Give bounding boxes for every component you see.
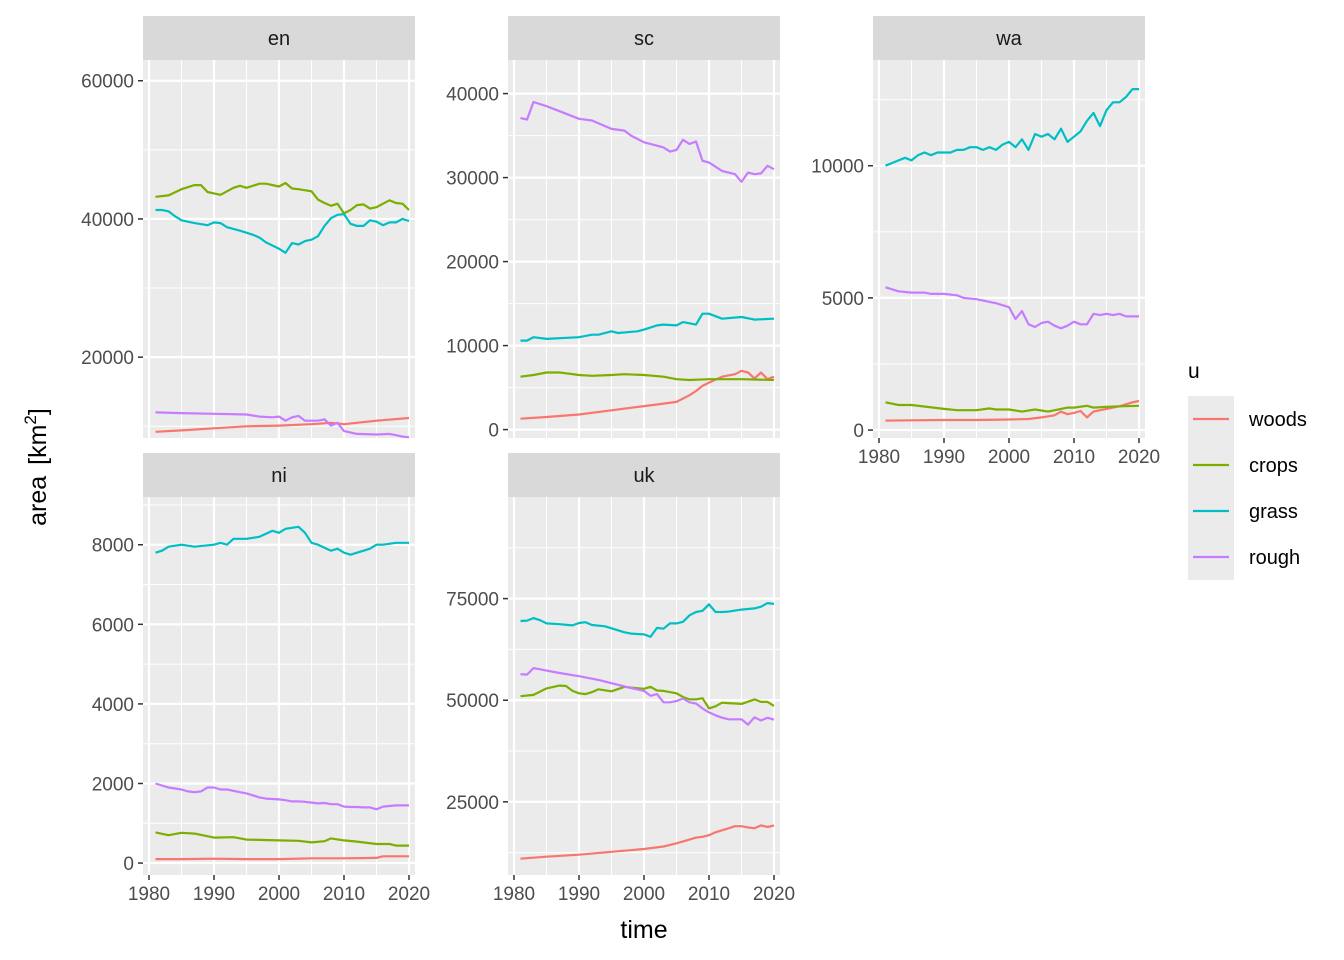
x-tick-label: 1980	[493, 884, 535, 905]
y-axis-title-unit: km	[24, 425, 52, 458]
strip-ni	[143, 453, 415, 497]
x-tick-label: 1990	[558, 884, 600, 905]
strip-uk	[508, 453, 780, 497]
strip-label-wa: wa	[995, 28, 1022, 50]
panels: en200004000060000sc010000200003000040000…	[81, 16, 1160, 905]
svg-text:area [km2]: area [km2]	[21, 408, 52, 526]
y-tick-label: 10000	[811, 157, 864, 178]
legend-item-woods: woods	[1193, 409, 1307, 431]
x-axis-title: time	[620, 916, 667, 944]
series-line-sc-rough	[520, 100, 775, 183]
series-line-wa-grass	[885, 88, 1139, 167]
y-tick-label: 20000	[81, 348, 134, 369]
panel-en: en 20000 40000 60000	[81, 16, 415, 439]
series-line-ni-woods	[155, 855, 409, 861]
x-tick-label: 1990	[193, 884, 235, 905]
series-line-en-rough	[155, 411, 410, 439]
series-line-sc-woods	[520, 369, 775, 420]
y-axis-title-main: area	[24, 476, 52, 526]
series-line-wa-woods	[885, 399, 1140, 422]
series-line-wa-rough	[885, 286, 1139, 330]
legend-label-woods: woods	[1248, 409, 1307, 431]
y-axis-title-bracket-open: [	[24, 458, 52, 465]
x-tick-label: 2020	[388, 884, 430, 905]
strip-label-sc: sc	[634, 28, 654, 50]
y-axis-title: area [km2]	[21, 408, 52, 526]
y-axis-title-exponent: 2	[21, 415, 40, 424]
strip-label-ni: ni	[271, 465, 287, 487]
panel-wa: wa 0 5000 10000 1980 1990 2000 2010 2020	[811, 16, 1160, 468]
panel-uk: uk 25000 50000 75000 1980 1990 2000 2010 2020	[446, 453, 795, 905]
x-tick-label: 2010	[323, 884, 365, 905]
y-tick-label: 0	[123, 854, 134, 875]
legend-key-background	[1188, 396, 1234, 580]
legend-label-crops: crops	[1249, 455, 1298, 477]
legend-title: u	[1188, 360, 1200, 383]
strip-sc	[508, 16, 780, 60]
legend-item-grass: grass	[1193, 501, 1298, 523]
strip-en	[143, 16, 415, 60]
panel-ni: ni 0 2000 4000 6000 8000 1980 1990 2000 2010 2020	[92, 453, 430, 905]
y-tick-label: 8000	[92, 536, 134, 557]
y-tick-label: 25000	[446, 793, 499, 814]
y-tick-label: 4000	[92, 695, 134, 716]
series-line-ni-rough	[155, 782, 409, 811]
x-tick-label: 1980	[858, 447, 900, 468]
x-tick-label: 2010	[1053, 447, 1095, 468]
y-tick-label: 40000	[446, 85, 499, 106]
y-tick-label: 5000	[822, 289, 864, 310]
strip-wa	[873, 16, 1145, 60]
y-axis-title-bracket-close: ]	[24, 408, 52, 415]
x-tick-label: 1990	[923, 447, 965, 468]
series-line-sc-crops	[520, 371, 775, 382]
y-tick-label: 0	[853, 421, 864, 442]
x-tick-label: 2000	[623, 884, 665, 905]
y-tick-label: 0	[488, 421, 499, 442]
legend-label-grass: grass	[1249, 501, 1298, 523]
x-tick-label: 2000	[988, 447, 1030, 468]
x-tick-label: 2020	[753, 884, 795, 905]
y-tick-label: 60000	[81, 72, 134, 93]
x-tick-label: 2010	[688, 884, 730, 905]
y-tick-label: 20000	[446, 253, 499, 274]
series-line-uk-grass	[520, 602, 775, 638]
legend-label-rough: rough	[1249, 547, 1300, 569]
series-line-en-grass	[155, 208, 410, 254]
series-line-ni-grass	[155, 525, 409, 556]
y-tick-label: 75000	[446, 590, 499, 611]
legend-item-crops: crops	[1193, 455, 1298, 477]
series-line-en-woods	[155, 416, 410, 433]
series-line-wa-crops	[885, 401, 1140, 413]
series-line-uk-woods	[520, 824, 775, 860]
series-line-ni-crops	[155, 831, 409, 847]
x-tick-label: 1980	[128, 884, 170, 905]
x-tick-label: 2020	[1118, 447, 1160, 468]
y-tick-label: 30000	[446, 169, 499, 190]
y-tick-label: 10000	[446, 337, 499, 358]
y-tick-label: 40000	[81, 210, 134, 231]
strip-label-en: en	[268, 28, 290, 50]
series-line-en-crops	[155, 181, 410, 215]
legend-item-rough: rough	[1193, 547, 1300, 569]
series-line-sc-grass	[520, 312, 775, 342]
legend: u woods crops grass rough	[1188, 360, 1307, 580]
series-line-uk-crops	[520, 684, 775, 710]
y-tick-label: 2000	[92, 774, 134, 795]
panel-sc: sc 0 10000 20000 30000 40000	[446, 16, 780, 442]
y-tick-label: 6000	[92, 615, 134, 636]
strip-label-uk: uk	[633, 465, 655, 487]
series-line-uk-rough	[520, 667, 775, 726]
y-tick-label: 50000	[446, 691, 499, 712]
x-tick-label: 2000	[258, 884, 300, 905]
